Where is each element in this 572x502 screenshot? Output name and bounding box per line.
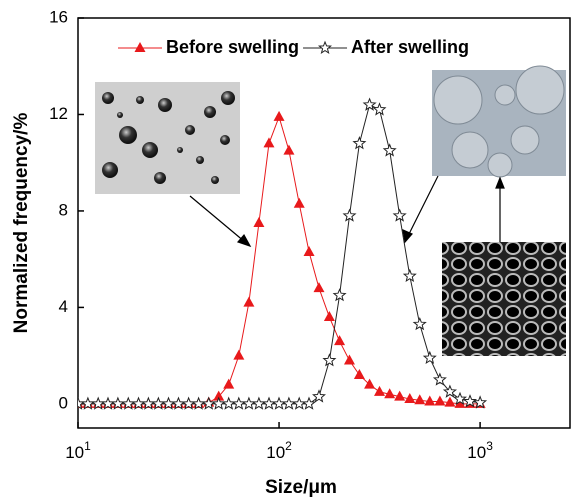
star-marker	[231, 396, 246, 410]
star-marker	[201, 396, 216, 410]
triangle-marker	[243, 296, 255, 307]
star-marker	[342, 208, 357, 222]
x-tick-exponent: 3	[486, 439, 493, 453]
star-marker	[463, 394, 477, 408]
triangle-marker	[404, 393, 416, 404]
x-tick-base: 10	[65, 443, 84, 462]
x-tick-exponent: 1	[84, 439, 91, 453]
triangle-marker	[353, 368, 365, 379]
triangle-marker	[213, 390, 225, 401]
droplets	[102, 91, 235, 184]
star-marker	[442, 384, 458, 398]
star-marker	[382, 143, 397, 157]
triangle-marker	[444, 396, 456, 407]
triangle-marker	[414, 394, 426, 405]
legend-label: After swelling	[351, 37, 469, 57]
star-marker	[422, 350, 437, 364]
star-marker	[392, 208, 407, 222]
y-tick-label: 8	[59, 200, 68, 219]
y-axis-label: Normalized frequency/%	[11, 113, 32, 334]
plot-data	[78, 97, 488, 410]
triangle-marker	[374, 385, 386, 396]
star-marker	[312, 389, 326, 403]
triangle-marker	[263, 137, 275, 148]
triangle-marker	[394, 390, 406, 401]
star-marker	[271, 396, 287, 410]
triangle-marker	[434, 395, 446, 406]
triangle-marker	[283, 144, 295, 155]
x-tick-exponent: 2	[285, 439, 292, 453]
star-marker	[221, 396, 236, 410]
triangle-marker	[343, 354, 355, 365]
x-tick-base: 10	[467, 443, 486, 462]
x-tick-label: 101	[65, 439, 91, 462]
triangle-marker	[303, 245, 315, 256]
triangle-marker	[323, 311, 335, 322]
star-marker	[281, 396, 297, 410]
star-marker	[292, 396, 307, 410]
star-marker	[332, 288, 347, 302]
x-tick-label: 102	[266, 439, 292, 462]
x-axis-label: Size/μm	[265, 477, 337, 498]
triangle-marker	[334, 335, 346, 346]
triangle-marker	[384, 388, 396, 399]
insets	[95, 65, 566, 356]
star-marker	[412, 316, 427, 331]
star-marker	[352, 136, 367, 150]
triangle-marker	[293, 197, 305, 208]
star-marker	[301, 396, 317, 410]
star-marker	[322, 353, 337, 367]
y-tick-label: 4	[59, 297, 68, 316]
triangle-marker	[454, 397, 466, 408]
star-marker	[362, 97, 377, 111]
legend-marker	[317, 40, 332, 55]
triangle-marker	[223, 378, 235, 389]
x-tick-base: 10	[266, 443, 285, 462]
star-marker	[241, 396, 256, 410]
swollen-drops	[433, 65, 565, 178]
star-marker	[473, 395, 488, 409]
legend-marker	[134, 42, 146, 52]
y-tick-label: 16	[49, 7, 68, 26]
y-tick-label: 12	[49, 104, 68, 123]
legend-label: Before swelling	[166, 37, 299, 57]
x-tick-label: 103	[467, 439, 493, 462]
triangle-marker	[313, 282, 325, 293]
arrows	[189, 175, 505, 248]
triangle-marker	[424, 395, 436, 406]
star-marker	[251, 396, 266, 410]
triangle-marker	[364, 378, 376, 389]
star-marker	[262, 396, 277, 410]
triangle-marker	[273, 110, 285, 121]
star-marker	[432, 372, 447, 386]
star-marker	[372, 102, 387, 116]
star-marker	[402, 268, 417, 282]
y-tick-label: 0	[59, 393, 68, 412]
star-marker	[453, 391, 468, 406]
triangle-marker	[233, 349, 245, 360]
sem-image	[442, 242, 566, 356]
triangle-marker	[253, 217, 265, 227]
plot-frame	[77, 17, 571, 429]
